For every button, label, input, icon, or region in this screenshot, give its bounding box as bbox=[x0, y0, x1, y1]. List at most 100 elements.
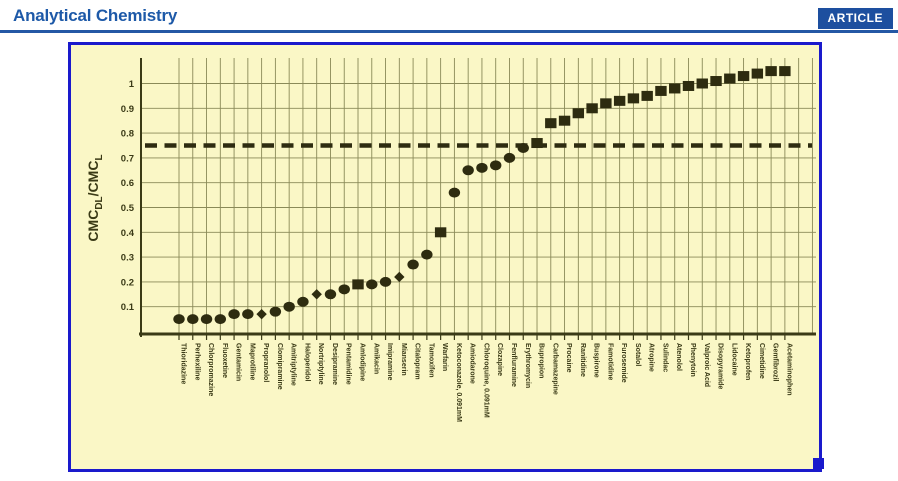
data-point-circle bbox=[462, 165, 474, 176]
y-axis-title: CMCDL/CMCL bbox=[85, 98, 105, 298]
x-tick-label: Nortriptyline bbox=[317, 343, 324, 385]
x-tick-label: Warfarin bbox=[441, 343, 448, 371]
chart-panel: 0.1 0.2 0.3 0.4 0.5 0.6 0.7 0.8 0.9 1 Thioridazine… bbox=[68, 42, 824, 472]
x-tick-label: Desipramine bbox=[331, 343, 338, 385]
x-tick-label: Sulindac bbox=[661, 343, 668, 372]
x-tick-label: Buspirone bbox=[593, 343, 600, 378]
x-tick-label: Thioridazine bbox=[180, 343, 187, 384]
x-tick-label: Ranitidine bbox=[579, 343, 586, 377]
data-point-circle bbox=[476, 162, 488, 173]
x-tick-label: Atenolol bbox=[675, 343, 682, 371]
data-point-circle bbox=[517, 142, 529, 153]
y-tick-label: 0.8 bbox=[121, 129, 134, 140]
data-point-square bbox=[682, 80, 695, 91]
data-point-circle bbox=[407, 259, 419, 270]
data-point-circle bbox=[283, 301, 295, 312]
data-point-square bbox=[586, 103, 598, 114]
data-point-circle bbox=[490, 160, 502, 171]
x-tick-label: Fluoxetine bbox=[221, 343, 228, 378]
x-tick-label: Gemfibrozil bbox=[772, 343, 779, 382]
x-tick-label: Sotalol bbox=[634, 343, 641, 366]
x-tick-label: Perhexiline bbox=[193, 343, 200, 380]
x-tick-label: Pentamidine bbox=[345, 343, 352, 385]
data-point-circle bbox=[338, 284, 350, 295]
data-point-circle bbox=[269, 306, 282, 317]
data-point-circle bbox=[214, 314, 227, 325]
y-axis-title-text: CMC bbox=[85, 209, 101, 242]
data-point-circle bbox=[173, 314, 185, 325]
data-point-square bbox=[710, 76, 722, 87]
x-tick-label: Imipramine bbox=[386, 343, 393, 380]
data-point-square bbox=[696, 78, 708, 89]
data-point-square bbox=[558, 115, 571, 126]
data-point-circle bbox=[297, 296, 309, 307]
x-tick-label: Ketoconazole, 0.091mM bbox=[455, 343, 462, 422]
journal-title: Analytical Chemistry bbox=[13, 6, 178, 25]
y-axis-title-sub-l: L bbox=[93, 154, 105, 161]
data-point-circle bbox=[366, 279, 378, 290]
x-tick-label: Bupropion bbox=[538, 343, 545, 378]
x-tick-label: Amiodarone bbox=[469, 343, 476, 384]
data-point-square bbox=[655, 85, 667, 96]
y-tick-label: 0.3 bbox=[121, 253, 134, 264]
data-point-circle bbox=[200, 314, 213, 325]
x-tick-label: Tamoxifen bbox=[427, 343, 434, 378]
x-tick-label: Disopyramide bbox=[717, 343, 724, 389]
data-point-diamond bbox=[311, 289, 322, 300]
x-tick-label: Phenytoin bbox=[689, 343, 696, 377]
data-point-square bbox=[724, 73, 736, 84]
data-point-circle bbox=[228, 309, 240, 320]
y-tick-label: 0.9 bbox=[121, 104, 134, 115]
x-tick-label: Mianserin bbox=[400, 343, 407, 376]
data-point-diamond bbox=[394, 271, 405, 283]
y-axis-title-sub-dl: DL bbox=[93, 196, 105, 210]
x-tick-label: Lidocaine bbox=[730, 343, 737, 376]
x-tick-label: Amlodipine bbox=[359, 343, 366, 381]
data-point-square bbox=[434, 227, 447, 238]
x-tick-label: Furosemide bbox=[620, 343, 627, 383]
x-tick-label: Haloperidol bbox=[303, 343, 310, 382]
x-tick-label: Citalopram bbox=[414, 343, 421, 380]
x-tick-label: Erythromycin bbox=[524, 343, 531, 388]
x-tick-label: Acetaminophen bbox=[785, 343, 792, 396]
data-point-square bbox=[352, 279, 364, 290]
x-tick-label: Amikacin bbox=[372, 343, 379, 374]
data-point-square bbox=[779, 66, 791, 77]
x-tick-label: Procaine bbox=[565, 343, 572, 373]
x-tick-label: Propranolol bbox=[262, 343, 269, 382]
y-tick-label: 0.2 bbox=[121, 277, 134, 288]
y-tick-label: 0.1 bbox=[121, 302, 135, 313]
data-point-circle bbox=[379, 276, 392, 287]
x-tick-label: Gentamicin bbox=[235, 343, 242, 381]
data-point-circle bbox=[421, 249, 433, 260]
y-tick-label: 0.4 bbox=[121, 228, 135, 239]
x-tick-label: Amitriptyline bbox=[290, 343, 297, 386]
x-tick-label: Atropine bbox=[648, 343, 655, 372]
data-point-square bbox=[600, 98, 612, 109]
data-point-circle bbox=[242, 309, 254, 320]
data-point-square bbox=[669, 83, 681, 94]
data-point-square bbox=[641, 90, 653, 101]
corner-mark bbox=[813, 458, 824, 469]
x-tick-label: Cimetidine bbox=[758, 343, 765, 379]
x-tick-label: Chloroquine, 0.091mM bbox=[482, 343, 489, 418]
article-type-badge: ARTICLE bbox=[817, 8, 893, 29]
y-axis-title-text2: /CMC bbox=[85, 160, 101, 197]
data-point-square bbox=[531, 138, 543, 149]
data-point-diamond bbox=[256, 308, 267, 320]
header-rule bbox=[0, 30, 898, 33]
data-point-circle bbox=[187, 314, 199, 325]
y-tick-label: 0.6 bbox=[121, 178, 134, 189]
y-tick-label: 0.7 bbox=[121, 153, 134, 164]
data-point-square bbox=[545, 118, 557, 129]
data-point-square bbox=[572, 108, 585, 119]
data-point-square bbox=[751, 68, 764, 79]
x-tick-label: Carbamazepine bbox=[551, 343, 558, 395]
x-tick-label: Clomipramine bbox=[276, 343, 283, 390]
data-point-square bbox=[737, 71, 750, 82]
data-point-square bbox=[613, 95, 626, 106]
data-point-circle bbox=[324, 289, 337, 300]
y-tick-label: 1 bbox=[129, 79, 135, 90]
data-point-square bbox=[765, 66, 777, 77]
